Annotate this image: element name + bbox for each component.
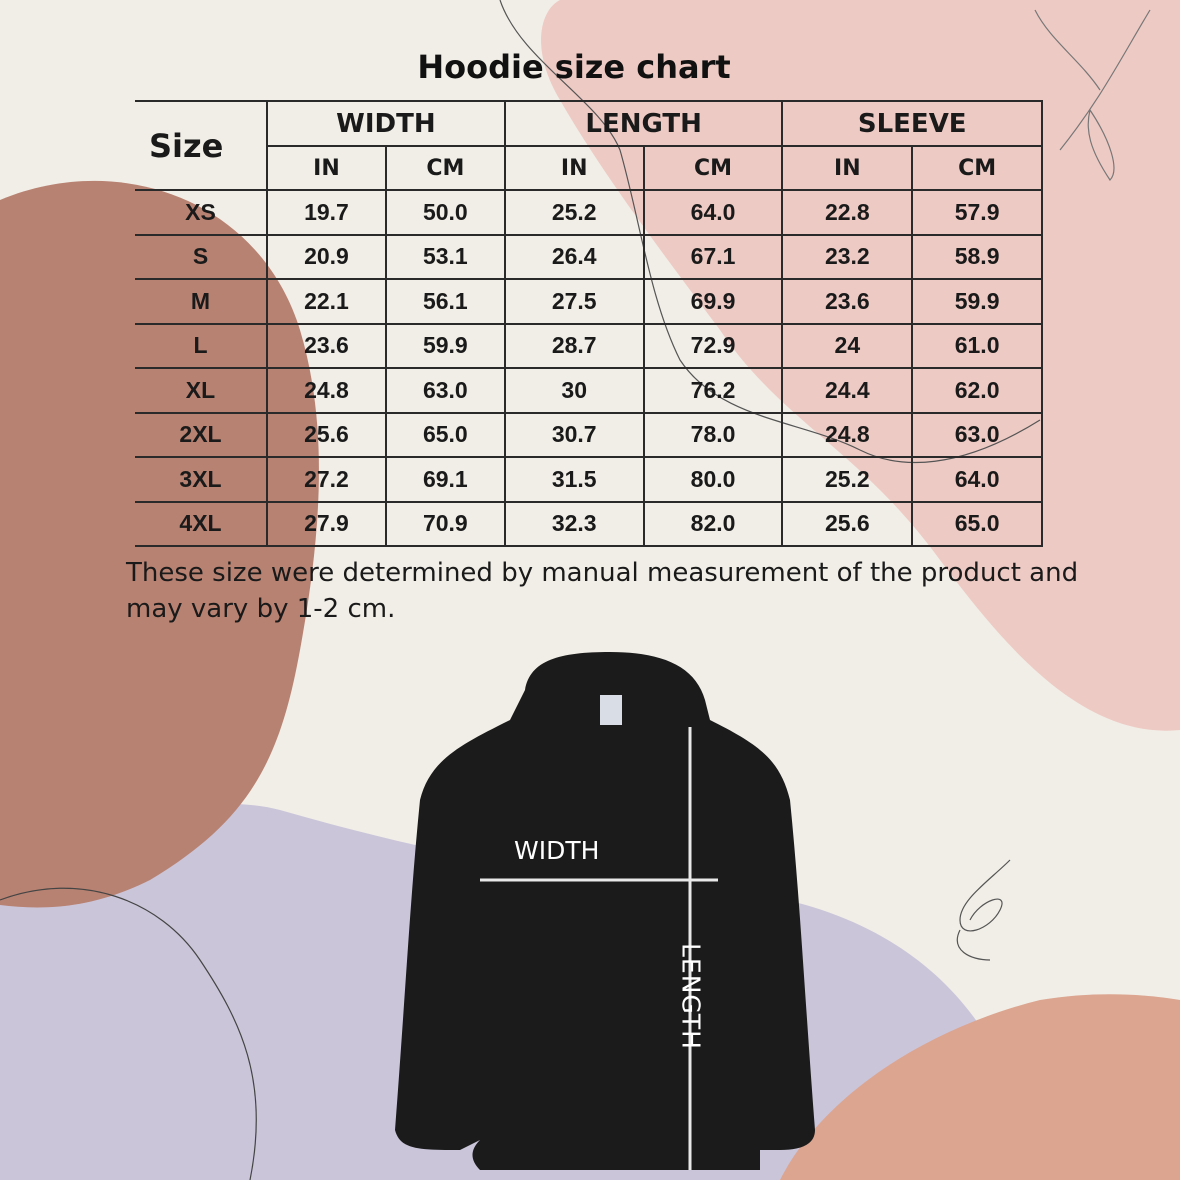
measurement-cell: 25.2 xyxy=(781,456,914,503)
unit-header: IN xyxy=(781,145,914,191)
table-row: S 20.9 53.1 26.4 67.1 23.2 58.9 xyxy=(135,233,1043,280)
measurement-cell: 25.6 xyxy=(781,500,914,547)
measurement-cell: 80.0 xyxy=(642,456,784,503)
measurement-cell: 72.9 xyxy=(642,322,784,369)
measurement-cell: 69.1 xyxy=(384,456,506,503)
measurement-cell: 53.1 xyxy=(384,233,506,280)
measurement-cell: 64.0 xyxy=(642,189,784,236)
table-row: XL 24.8 63.0 30 76.2 24.4 62.0 xyxy=(135,367,1043,414)
measurement-cell: 24.8 xyxy=(781,411,914,458)
measurement-cell: 30 xyxy=(503,367,645,414)
table-row: L 23.6 59.9 28.7 72.9 24 61.0 xyxy=(135,322,1043,369)
measurement-cell: 59.9 xyxy=(911,278,1043,325)
table-row: M 22.1 56.1 27.5 69.9 23.6 59.9 xyxy=(135,278,1043,325)
measurement-cell: 23.6 xyxy=(266,322,387,369)
measurement-cell: 22.8 xyxy=(781,189,914,236)
size-cell: 2XL xyxy=(135,411,268,458)
measurement-cell: 32.3 xyxy=(503,500,645,547)
measurement-note: These size were determined by manual mea… xyxy=(126,555,1086,627)
measurement-cell: 27.5 xyxy=(503,278,645,325)
size-cell: XL xyxy=(135,367,268,414)
measurement-cell: 56.1 xyxy=(384,278,506,325)
table-row: 3XL 27.2 69.1 31.5 80.0 25.2 64.0 xyxy=(135,456,1043,503)
measurement-cell: 57.9 xyxy=(911,189,1043,236)
size-table: Size WIDTH LENGTH SLEEVE IN CM IN CM IN CM XS… xyxy=(135,100,1043,547)
leaf-doodle xyxy=(1034,9,1151,181)
measurement-cell: 50.0 xyxy=(384,189,506,236)
measurement-cell: 82.0 xyxy=(642,500,784,547)
measurement-cell: 70.9 xyxy=(384,500,506,547)
hoodie-image xyxy=(395,652,815,1170)
unit-header: IN xyxy=(503,145,645,191)
measurement-cell: 24 xyxy=(781,322,914,369)
measurement-cell: 20.9 xyxy=(266,233,387,280)
size-header: Size xyxy=(135,100,268,191)
curl-doodle xyxy=(956,859,1011,961)
measurement-cell: 78.0 xyxy=(642,411,784,458)
measurement-cell: 65.0 xyxy=(911,500,1043,547)
size-cell: L xyxy=(135,322,268,369)
group-header-length: LENGTH xyxy=(503,100,784,147)
measurement-cell: 59.9 xyxy=(384,322,506,369)
measurement-cell: 27.9 xyxy=(266,500,387,547)
table-row: 4XL 27.9 70.9 32.3 82.0 25.6 65.0 xyxy=(135,500,1043,547)
table-row: XS 19.7 50.0 25.2 64.0 22.8 57.9 xyxy=(135,189,1043,236)
measurement-cell: 25.2 xyxy=(503,189,645,236)
measurement-cell: 63.0 xyxy=(384,367,506,414)
chart-title: Hoodie size chart xyxy=(417,48,731,86)
measurement-cell: 76.2 xyxy=(642,367,784,414)
line-squiggle-2 xyxy=(0,887,257,1180)
measurement-cell: 58.9 xyxy=(911,233,1043,280)
measurement-cell: 69.9 xyxy=(642,278,784,325)
measurement-cell: 19.7 xyxy=(266,189,387,236)
unit-header: CM xyxy=(911,145,1043,191)
group-header-sleeve: SLEEVE xyxy=(781,100,1043,147)
measurement-cell: 23.6 xyxy=(781,278,914,325)
size-cell: S xyxy=(135,233,268,280)
unit-header: IN xyxy=(266,145,387,191)
measurement-cell: 28.7 xyxy=(503,322,645,369)
size-cell: XS xyxy=(135,189,268,236)
measurement-cell: 31.5 xyxy=(503,456,645,503)
note-text: These size were determined by manual mea… xyxy=(126,558,1079,624)
measurement-cell: 61.0 xyxy=(911,322,1043,369)
measurement-cell: 63.0 xyxy=(911,411,1043,458)
table-row: 2XL 25.6 65.0 30.7 78.0 24.8 63.0 xyxy=(135,411,1043,458)
size-cell: 3XL xyxy=(135,456,268,503)
measurement-cell: 24.4 xyxy=(781,367,914,414)
measurement-cell: 27.2 xyxy=(266,456,387,503)
measurement-cell: 26.4 xyxy=(503,233,645,280)
peach-blob xyxy=(780,994,1180,1180)
measurement-cell: 22.1 xyxy=(266,278,387,325)
measurement-cell: 67.1 xyxy=(642,233,784,280)
group-header-width: WIDTH xyxy=(266,100,506,147)
unit-header: CM xyxy=(642,145,784,191)
measurement-cell: 65.0 xyxy=(384,411,506,458)
size-cell: 4XL xyxy=(135,500,268,547)
measurement-cell: 30.7 xyxy=(503,411,645,458)
measurement-cell: 23.2 xyxy=(781,233,914,280)
measurement-cell: 64.0 xyxy=(911,456,1043,503)
size-cell: M xyxy=(135,278,268,325)
width-label: WIDTH xyxy=(514,836,600,865)
measurement-cell: 25.6 xyxy=(266,411,387,458)
measurement-cell: 62.0 xyxy=(911,367,1043,414)
length-label: LENGTH xyxy=(676,943,706,1050)
unit-header: CM xyxy=(384,145,506,191)
measurement-cell: 24.8 xyxy=(266,367,387,414)
